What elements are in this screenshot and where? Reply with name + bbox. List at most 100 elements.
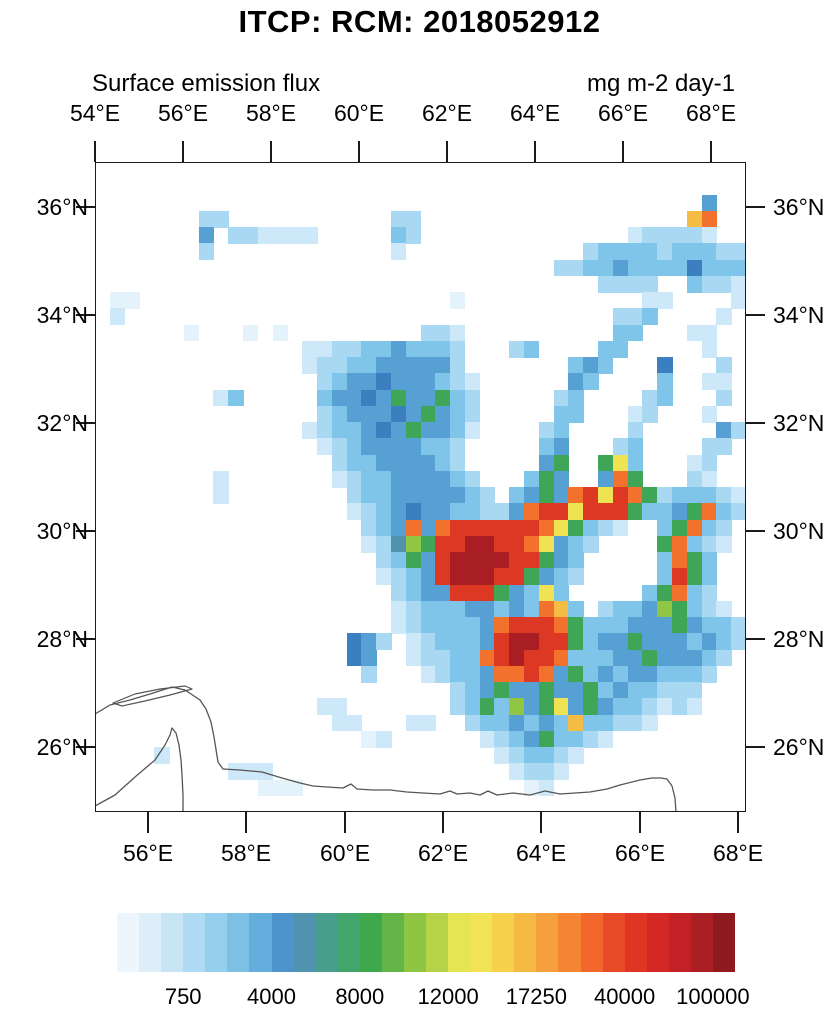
heatmap-cell bbox=[464, 487, 481, 504]
heatmap-cell bbox=[538, 617, 555, 634]
heatmap-cell bbox=[672, 584, 688, 602]
heatmap-cell bbox=[376, 454, 392, 472]
heatmap-cell bbox=[731, 503, 746, 521]
heatmap-cell bbox=[405, 405, 422, 423]
heatmap-cell bbox=[390, 600, 407, 618]
heatmap-cell bbox=[272, 227, 288, 244]
coastline-north bbox=[95, 686, 677, 812]
heatmap-cell bbox=[538, 649, 555, 667]
heatmap-cell bbox=[302, 357, 318, 374]
heatmap-cell bbox=[686, 243, 703, 261]
heatmap-cell bbox=[109, 308, 126, 326]
lat-tick-label-left: 30°N bbox=[36, 518, 88, 544]
heatmap-cell bbox=[716, 649, 732, 667]
heatmap-cell bbox=[464, 714, 481, 732]
heatmap-cell bbox=[450, 649, 466, 667]
heatmap-cell bbox=[390, 438, 407, 456]
heatmap-cell bbox=[598, 649, 614, 667]
heatmap-cell bbox=[701, 227, 717, 244]
heatmap-cell bbox=[435, 454, 451, 472]
heatmap-cell bbox=[435, 438, 451, 456]
heatmap-cell bbox=[524, 633, 540, 651]
heatmap-cell bbox=[450, 633, 466, 651]
colorbar-segment bbox=[381, 913, 405, 972]
heatmap-cell bbox=[686, 584, 703, 602]
heatmap-cell bbox=[583, 665, 599, 683]
heatmap-cell bbox=[420, 665, 436, 683]
heatmap-cell bbox=[612, 519, 629, 537]
heatmap-cell bbox=[731, 633, 746, 651]
heatmap-cell bbox=[701, 633, 717, 651]
heatmap-cell bbox=[583, 617, 599, 634]
colorbar-label: 750 bbox=[164, 984, 202, 1009]
heatmap-cell bbox=[716, 600, 732, 618]
heatmap-cell bbox=[509, 340, 525, 358]
heatmap-cell bbox=[435, 535, 451, 553]
lon-tick-label-top: 60°E bbox=[333, 100, 385, 126]
lat-tick-label-right: 30°N bbox=[773, 518, 825, 544]
colorbar-segment bbox=[668, 913, 692, 972]
heatmap-cell bbox=[553, 747, 570, 764]
lon-tick-label-bottom: 58°E bbox=[220, 840, 272, 866]
heatmap-cell bbox=[672, 617, 688, 634]
heatmap-cell bbox=[361, 665, 377, 683]
heatmap-cell bbox=[509, 600, 525, 618]
heatmap-cell bbox=[376, 535, 392, 553]
heatmap-cell bbox=[657, 584, 673, 602]
heatmap-cell bbox=[568, 730, 584, 748]
heatmap-cell bbox=[627, 259, 644, 277]
heatmap-cell bbox=[450, 487, 466, 504]
heatmap-cell bbox=[672, 568, 688, 586]
heatmap-cell bbox=[420, 633, 436, 651]
heatmap-cell bbox=[435, 617, 451, 634]
colorbar-segment bbox=[448, 913, 471, 972]
heatmap-cell bbox=[642, 649, 658, 667]
heatmap-cell bbox=[642, 292, 658, 309]
heatmap-cell bbox=[598, 600, 614, 618]
heatmap-cell bbox=[435, 633, 451, 651]
lat-tick-left bbox=[76, 530, 95, 532]
heatmap-cell bbox=[405, 470, 422, 488]
heatmap-cell bbox=[627, 617, 644, 634]
heatmap-cell bbox=[494, 698, 510, 716]
heatmap-cell bbox=[331, 698, 348, 716]
heatmap-cell bbox=[627, 503, 644, 521]
heatmap-cell bbox=[390, 210, 407, 228]
heatmap-cell bbox=[464, 503, 481, 521]
lon-tick-label-bottom: 66°E bbox=[614, 840, 666, 866]
colorbar-segment bbox=[403, 913, 427, 972]
heatmap-cell bbox=[420, 487, 436, 504]
heatmap-cell bbox=[331, 389, 348, 407]
heatmap-cell bbox=[553, 535, 570, 553]
lon-tick-bottom bbox=[147, 812, 149, 833]
heatmap-cell bbox=[701, 275, 717, 293]
heatmap-cell bbox=[435, 552, 451, 569]
heatmap-cell bbox=[657, 519, 673, 537]
heatmap-cell bbox=[361, 357, 377, 374]
colorbar-segment bbox=[536, 913, 559, 972]
lat-tick-label-left: 36°N bbox=[36, 194, 88, 220]
heatmap-cell bbox=[494, 519, 510, 537]
colorbar-segment bbox=[646, 913, 670, 972]
heatmap-cell bbox=[420, 389, 436, 407]
heatmap-cell bbox=[420, 405, 436, 423]
heatmap-cell bbox=[361, 649, 377, 667]
heatmap-cell bbox=[331, 340, 348, 358]
heatmap-cell bbox=[464, 600, 481, 618]
heatmap-cell bbox=[405, 454, 422, 472]
heatmap-cell bbox=[390, 568, 407, 586]
heatmap-cell bbox=[420, 617, 436, 634]
heatmap-cell bbox=[538, 665, 555, 683]
heatmap-cell bbox=[672, 698, 688, 716]
heatmap-cell bbox=[464, 617, 481, 634]
heatmap-cell bbox=[553, 633, 570, 651]
heatmap-cell bbox=[390, 405, 407, 423]
heatmap-cell bbox=[716, 633, 732, 651]
colorbar-segment bbox=[602, 913, 626, 972]
heatmap-cell bbox=[376, 519, 392, 537]
lon-tick-bottom bbox=[442, 812, 444, 833]
heatmap-cell bbox=[450, 682, 466, 699]
heatmap-cell bbox=[450, 422, 466, 439]
heatmap-cell bbox=[524, 779, 540, 797]
heatmap-cell bbox=[524, 649, 540, 667]
